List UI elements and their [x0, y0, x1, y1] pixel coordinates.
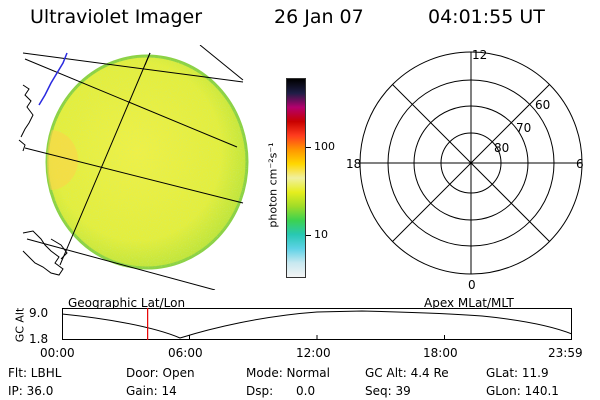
- mlat-80-label: 80: [494, 141, 509, 155]
- altitude-curve: [62, 310, 572, 339]
- alt-frame: [62, 308, 572, 340]
- uv-image-panel: [18, 45, 249, 290]
- tick-low: [306, 235, 311, 236]
- alt-xtick-0: 00:00: [40, 346, 75, 360]
- ip-status: IP: 36.0: [8, 384, 54, 398]
- alt-ylabel: GC Alt: [13, 307, 27, 343]
- alt-xtick-4: 23:59: [548, 346, 583, 360]
- diagonal-b: [392, 84, 550, 242]
- altitude-plot: [62, 308, 572, 340]
- door-status: Door: Open: [126, 366, 195, 380]
- seq-status: Seq: 39: [365, 384, 411, 398]
- mlt-0-label: 0: [468, 278, 476, 292]
- colorbar-unit: photon cm⁻²s⁻¹: [266, 142, 280, 228]
- alt-ytick-low: 1.8: [29, 332, 49, 346]
- dayglow-patch: [47, 130, 78, 190]
- time-label: 04:01:55 UT: [428, 6, 545, 28]
- alt-x-ticks: [189, 335, 445, 340]
- gc-alt-status: GC Alt: 4.4 Re: [365, 366, 449, 380]
- coastline-blue: [38, 52, 68, 106]
- colorbar-tick-high: 100: [314, 140, 335, 153]
- mode-status: Mode: Normal: [246, 366, 330, 380]
- glon-status: GLon: 140.1: [486, 384, 559, 398]
- colorbar: [286, 78, 306, 278]
- polar-caption: Apex MLat/MLT: [424, 296, 514, 310]
- date-label: 26 Jan 07: [274, 6, 364, 28]
- tick-high: [306, 147, 311, 148]
- colorbar-tick-low: 10: [314, 228, 328, 241]
- glat-status: GLat: 11.9: [486, 366, 549, 380]
- mlat-60-label: 60: [535, 98, 550, 112]
- image-caption: Geographic Lat/Lon: [68, 296, 186, 310]
- instrument-title: Ultraviolet Imager: [30, 6, 203, 28]
- mlat-70-label: 70: [516, 121, 531, 135]
- mlt-6-label: 6: [576, 157, 584, 171]
- polar-plot: 12 0 18 6 60 70 80: [346, 50, 584, 292]
- dsp-status: Dsp: 0.0: [246, 384, 316, 398]
- gain-status: Gain: 14: [126, 384, 177, 398]
- mlt-18-label: 18: [346, 157, 361, 171]
- alt-xtick-2: 12:00: [296, 346, 331, 360]
- flt-status: Flt: LBHL: [8, 366, 62, 380]
- coastlines: [18, 84, 68, 276]
- alt-ytick-high: 9.0: [29, 306, 49, 320]
- disk-noise: [47, 56, 247, 268]
- mlt-12-label: 12: [472, 50, 487, 62]
- alt-xtick-3: 18:00: [423, 346, 458, 360]
- geo-grid: [22, 45, 244, 290]
- alt-xtick-1: 06:00: [168, 346, 203, 360]
